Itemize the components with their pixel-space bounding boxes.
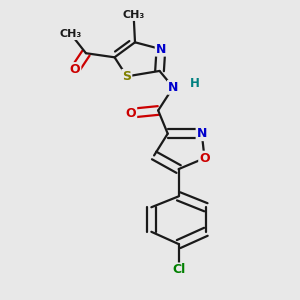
Text: N: N: [156, 43, 166, 56]
Text: O: O: [199, 152, 210, 165]
Text: O: O: [70, 63, 80, 76]
Text: N: N: [168, 81, 178, 94]
Text: O: O: [126, 107, 136, 120]
Text: H: H: [190, 77, 200, 90]
Text: CH₃: CH₃: [60, 29, 82, 39]
Text: Cl: Cl: [172, 263, 185, 277]
Text: S: S: [122, 70, 131, 83]
Text: CH₃: CH₃: [122, 10, 145, 20]
Text: N: N: [196, 127, 207, 140]
